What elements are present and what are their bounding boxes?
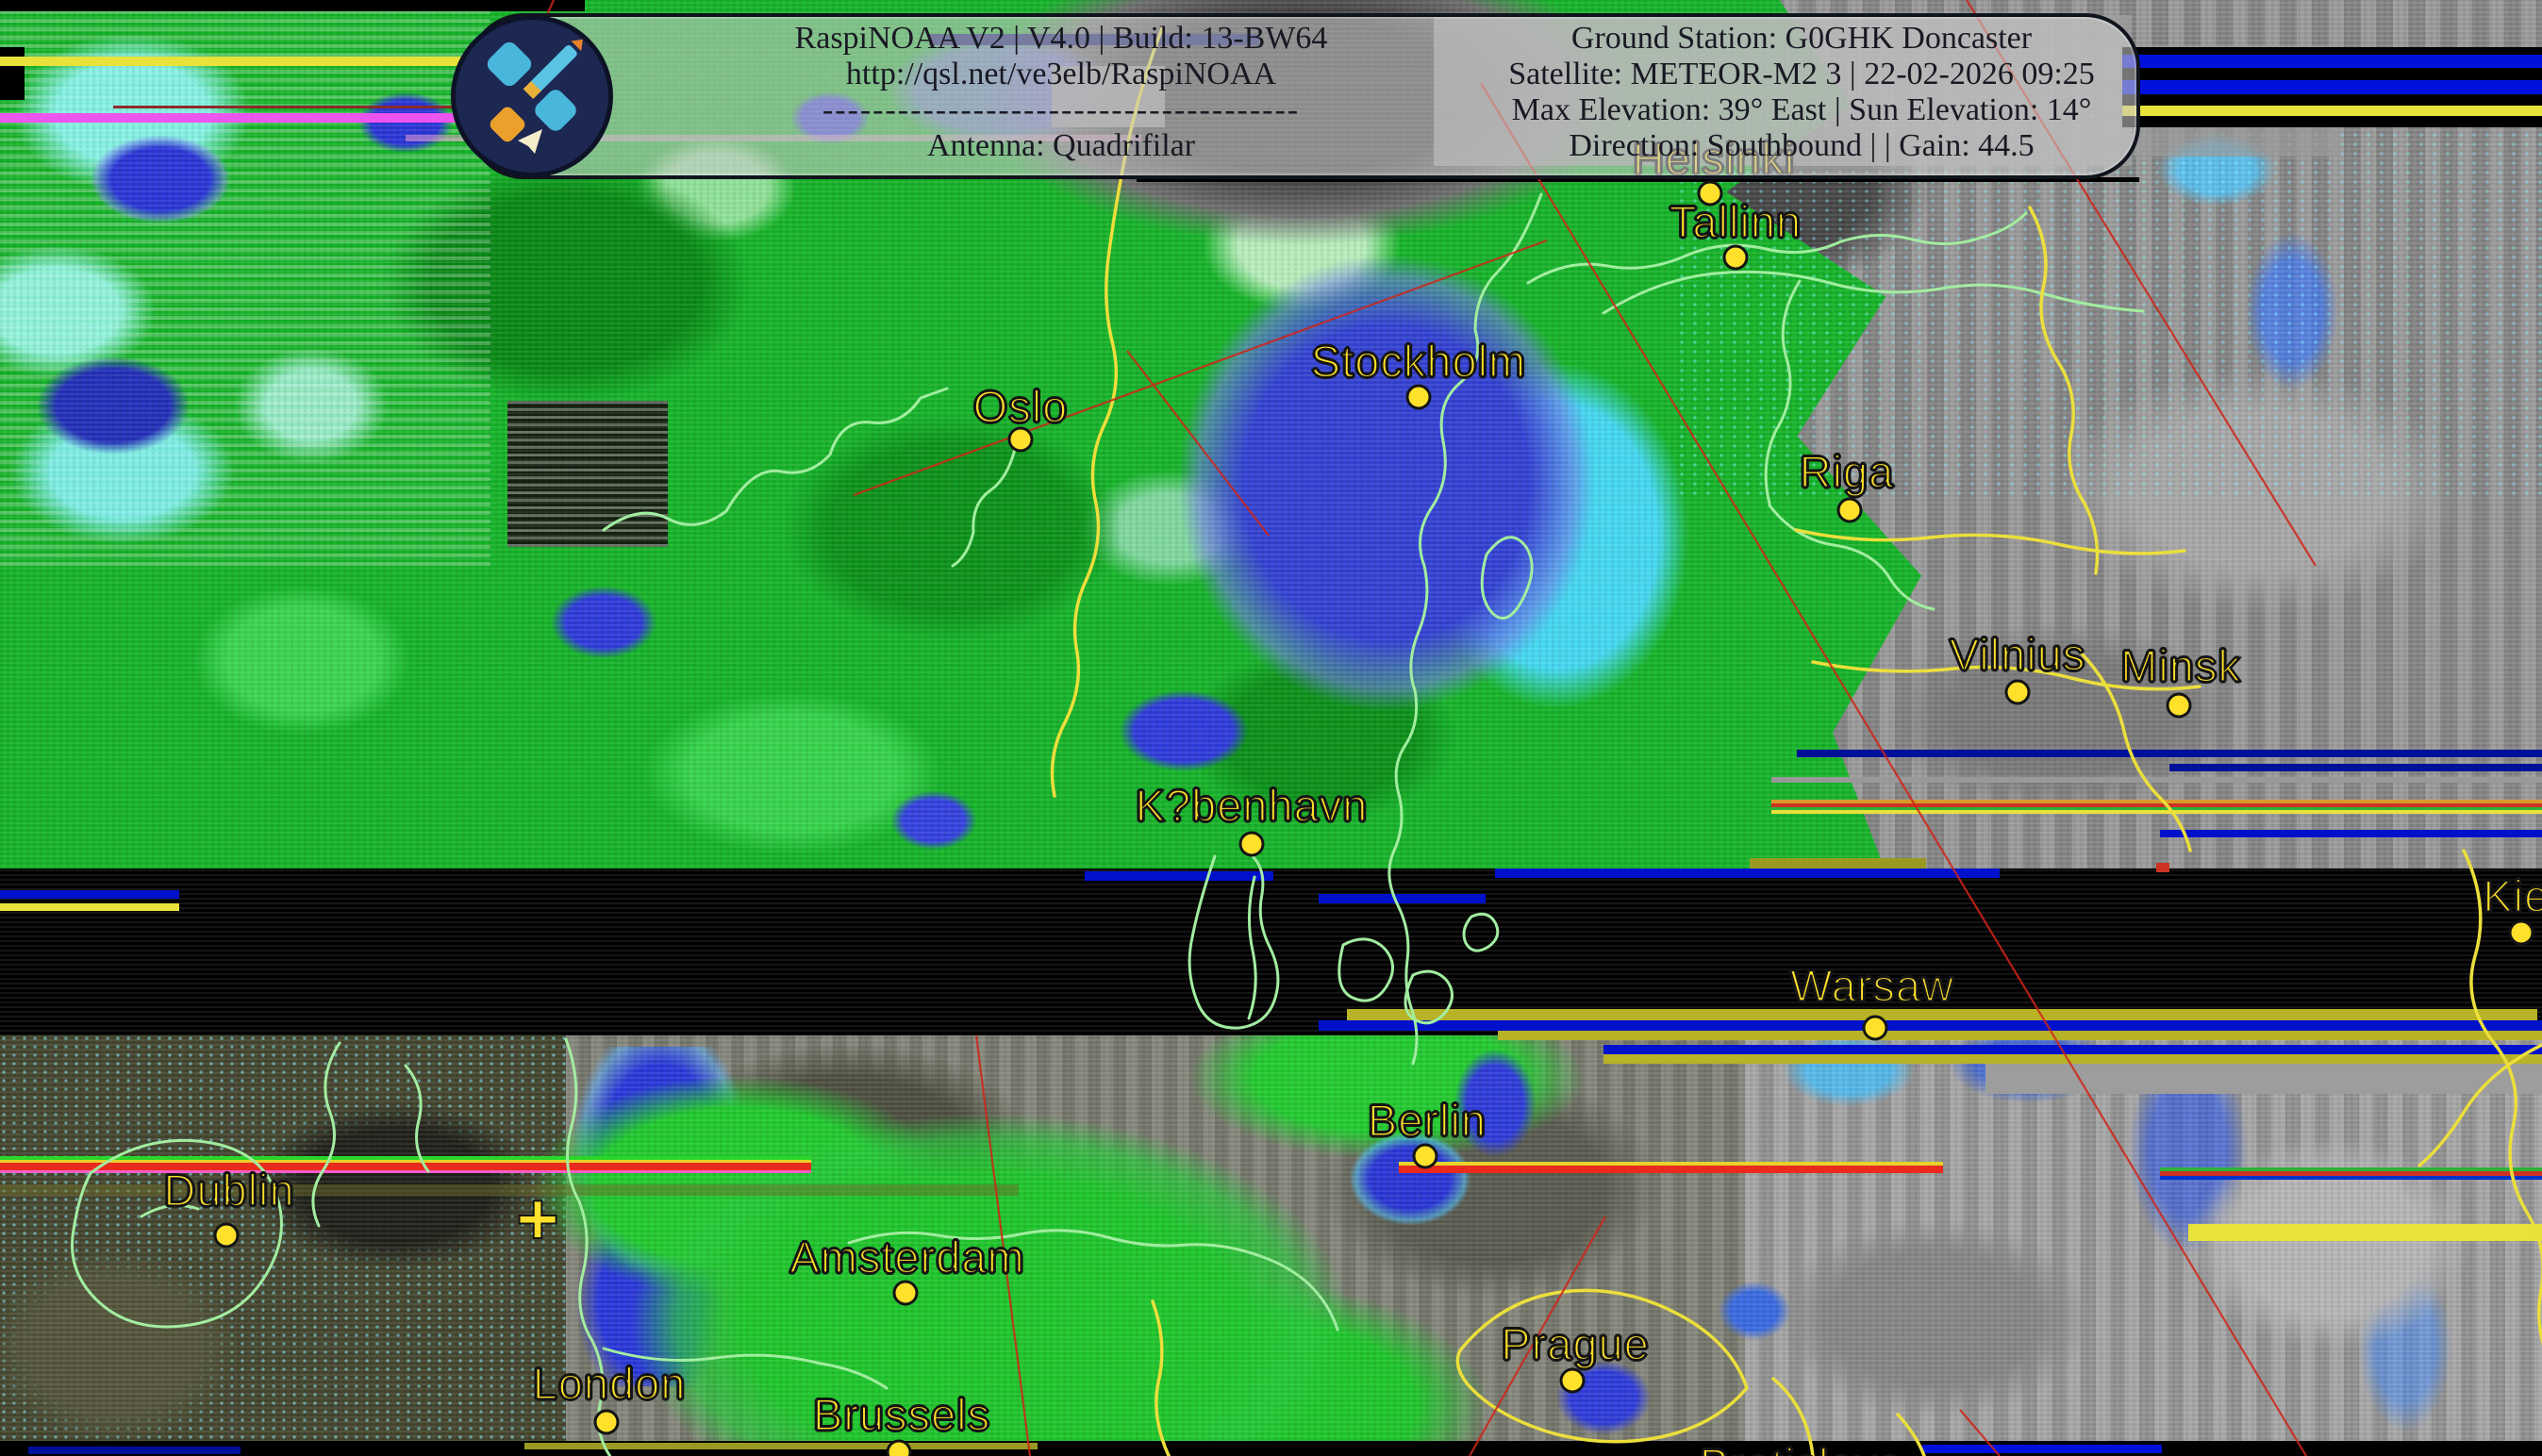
satellite-pass-info: Satellite: METEOR-M2 3 | 22-02-2026 09:2…: [1508, 57, 2095, 91]
header-left-column: RaspiNOAA V2 | V4.0 | Build: 13-BW64 htt…: [651, 21, 1471, 164]
telemetry-header-panel: [469, 13, 2140, 179]
app-url: http://qsl.net/ve3elb/RaspiNOAA: [845, 57, 1277, 91]
app-title: RaspiNOAA V2 | V4.0 | Build: 13-BW64: [794, 21, 1328, 56]
header-right-column: Ground Station: G0GHK Doncaster Satellit…: [1471, 21, 2132, 164]
direction-gain-info: Direction: Southbound | | Gain: 44.5: [1569, 128, 2035, 163]
raspinoaa-satellite-logo-icon: [451, 15, 613, 177]
ground-station-info: Ground Station: G0GHK Doncaster: [1570, 21, 2033, 56]
antenna-info: Antenna: Quadrifilar: [926, 128, 1196, 163]
header-separator: --------------------------------------: [822, 92, 1301, 127]
elevation-info: Max Elevation: 39° East | Sun Elevation:…: [1511, 92, 2092, 127]
